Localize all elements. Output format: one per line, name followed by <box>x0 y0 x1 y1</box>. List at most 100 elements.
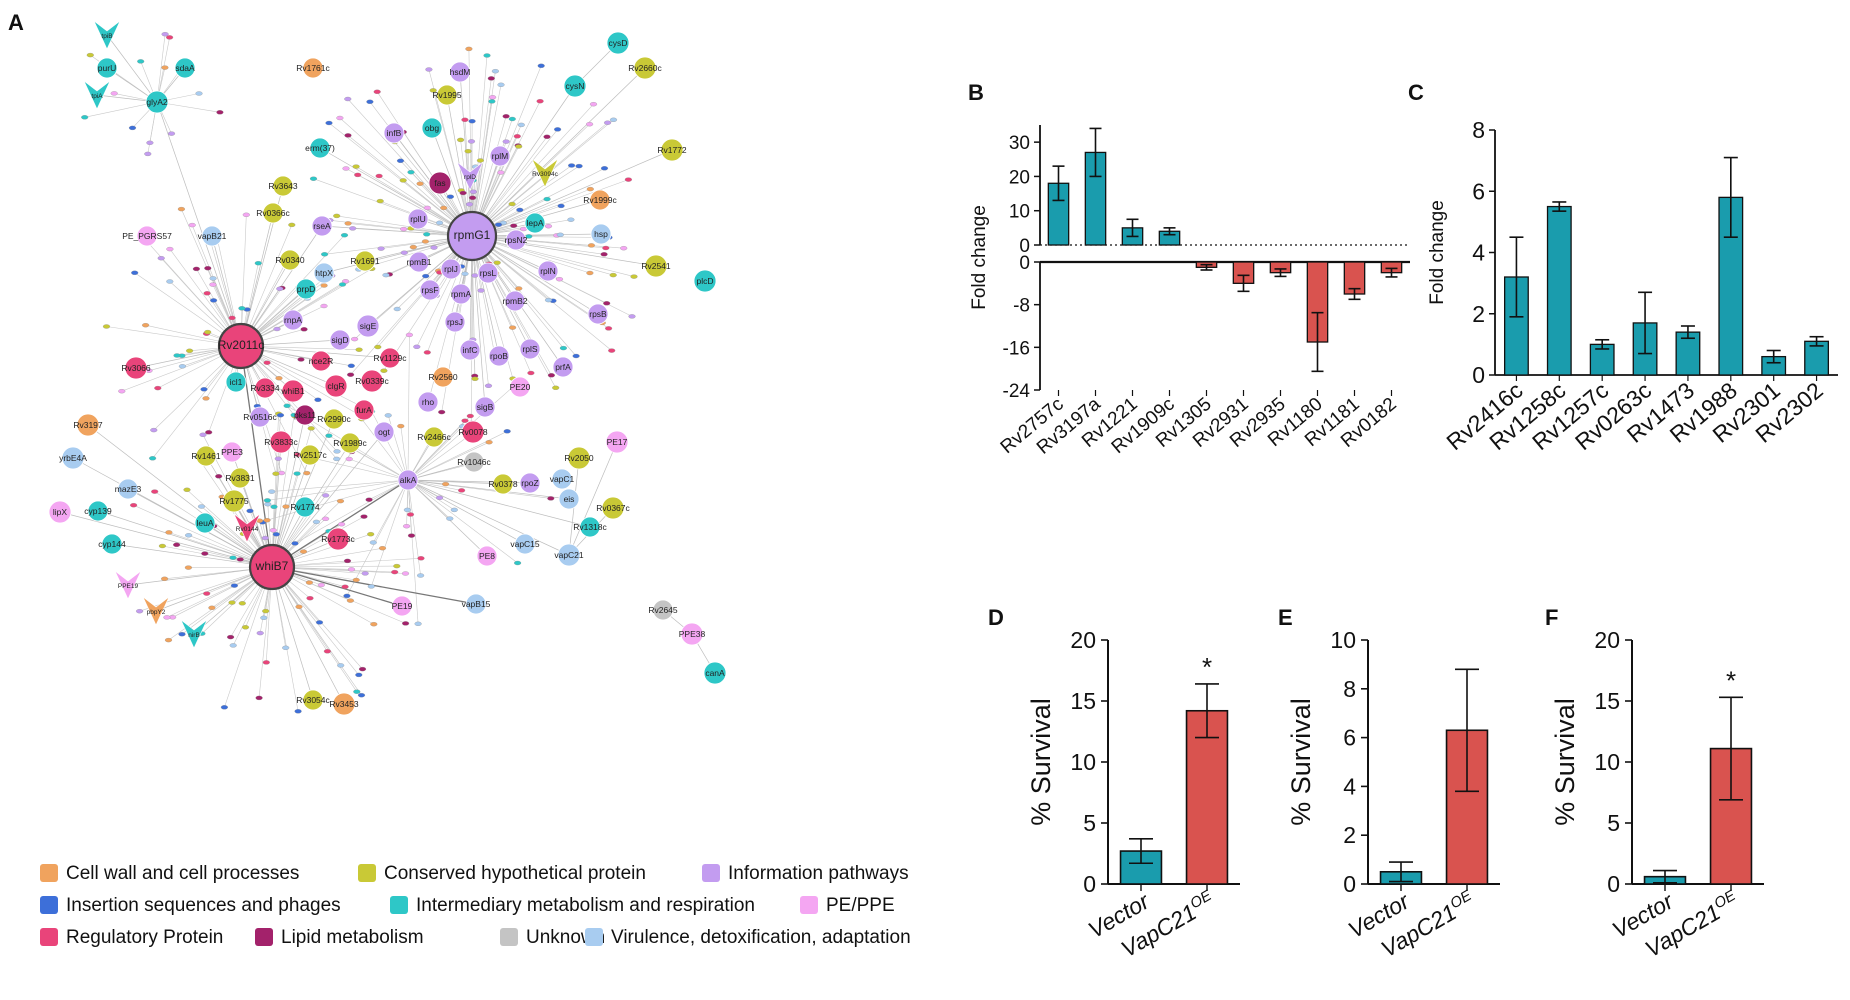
y-tick-label: 20 <box>1070 627 1096 653</box>
network-small-node <box>283 403 291 408</box>
network-small-node <box>491 69 499 74</box>
network-arrow-label: nirB <box>188 632 200 639</box>
network-node-circle <box>329 329 351 351</box>
legend-label: Information pathways <box>728 863 909 884</box>
network-node-rpsj: rpsJ <box>444 311 466 333</box>
network-small-node <box>166 35 174 40</box>
legend-swatch <box>800 896 818 914</box>
network-node-label: rpsJ <box>447 317 463 327</box>
network-node-rv2050: Rv2050 <box>564 446 594 470</box>
network-small-node <box>197 504 206 509</box>
network-small-node <box>177 206 185 212</box>
network-small-node <box>209 276 217 281</box>
network-small-node <box>246 508 254 514</box>
network-edge <box>471 235 489 386</box>
error-bar <box>1552 201 1567 212</box>
network-node-label: Rv1761c <box>296 63 330 73</box>
network-node-rpma: rpmA <box>450 283 471 305</box>
network-node-rv3066: Rv3066 <box>121 356 151 380</box>
network-small-node <box>399 178 407 183</box>
network-node-label: Rv2990c <box>317 414 351 424</box>
network-node-circle <box>295 278 317 300</box>
network-small-node <box>229 643 237 648</box>
network-arrow-node-rv0144: Rv0144 <box>233 513 261 543</box>
network-small-node <box>238 601 246 606</box>
network-small-node <box>209 282 217 287</box>
network-node-rpsb: rpsB <box>587 303 609 325</box>
network-small-node <box>347 372 355 377</box>
network-arrow-label: rplD <box>464 174 476 181</box>
network-small-node <box>317 582 325 588</box>
network-arrow-node-rv3094c: Rv3094c <box>531 158 559 188</box>
network-node-label: furA <box>356 405 372 415</box>
network-node-vapc1: vapC1 <box>550 468 575 490</box>
network-small-node <box>204 266 212 271</box>
network-arrow-node-nirb: nirB <box>180 619 208 649</box>
network-small-node <box>157 256 165 261</box>
network-node-circle <box>87 500 109 522</box>
network-node-cysd: cysD <box>606 31 630 55</box>
network-node-label: rnpA <box>284 315 302 325</box>
network-node-circle <box>463 451 485 473</box>
legend-item-pe-ppe: PE/PPE <box>800 895 895 916</box>
network-node-label: Rv1774 <box>290 502 320 512</box>
network-small-node <box>544 224 553 229</box>
network-small-node <box>337 663 345 668</box>
network-node-alka: alkA <box>397 469 419 491</box>
network-node-label: Rv0340 <box>275 255 305 265</box>
network-node-label: eis <box>564 494 575 504</box>
network-edge <box>111 543 273 568</box>
network-small-node <box>365 497 373 502</box>
network-node-circle <box>229 467 251 489</box>
network-small-node <box>192 266 200 272</box>
network-node-circle <box>299 444 321 466</box>
network-edge <box>471 55 488 237</box>
network-small-node <box>414 621 422 626</box>
network-node-circle <box>145 90 169 114</box>
network-edge <box>271 566 362 696</box>
network-node-whib7: whiB7 <box>248 543 296 591</box>
network-node-rv0516c: Rv0516c <box>243 406 278 428</box>
network-small-node <box>322 493 330 498</box>
y-tick-label: 5 <box>1083 810 1096 836</box>
network-node-circle <box>48 500 72 524</box>
network-arrow-shape <box>456 161 484 191</box>
network-arrow-shape <box>233 513 261 543</box>
network-node-vapb15: vapB15 <box>462 593 491 615</box>
network-node-circle <box>262 202 284 224</box>
network-node-circle <box>332 692 356 716</box>
network-node-obg: obg <box>421 117 443 139</box>
network-small-node <box>336 115 344 121</box>
network-node-label: hsp <box>594 229 608 239</box>
network-small-node <box>552 385 560 390</box>
network-node-pe20: PE20 <box>509 376 531 398</box>
network-small-node <box>485 440 493 445</box>
network-node-label: sdaA <box>175 63 195 73</box>
y-tick-label: 0 <box>1343 871 1356 897</box>
network-arrow-node-tpia: tpiA <box>83 80 111 110</box>
network-small-node <box>375 173 383 179</box>
legend-label: Regulatory Protein <box>66 927 223 948</box>
network-edge <box>471 67 646 237</box>
network-node-label: PPE3 <box>221 447 243 457</box>
network-small-node <box>358 666 367 672</box>
network-node-label: sigD <box>331 335 348 345</box>
network-node-ppe3: PPE3 <box>221 441 243 463</box>
network-arrow-label: tpiB <box>101 33 112 40</box>
network-edge <box>471 122 608 237</box>
network-node-circle <box>449 61 471 83</box>
network-node-eis: eis <box>558 488 580 510</box>
network-small-node <box>586 122 594 127</box>
network-node-circle <box>459 339 481 361</box>
network-edge <box>371 411 409 481</box>
network-small-node <box>164 637 173 643</box>
network-edge <box>347 98 473 237</box>
legend-item-intermediary: Intermediary metabolism and respiration <box>390 895 755 916</box>
network-node-label: Rv3453 <box>329 699 359 709</box>
network-node-label: vapC1 <box>550 474 575 484</box>
network-edge <box>407 479 570 500</box>
network-node-vapc21: vapC21 <box>554 543 584 567</box>
network-node-circle <box>476 545 498 567</box>
network-small-node <box>343 558 352 564</box>
